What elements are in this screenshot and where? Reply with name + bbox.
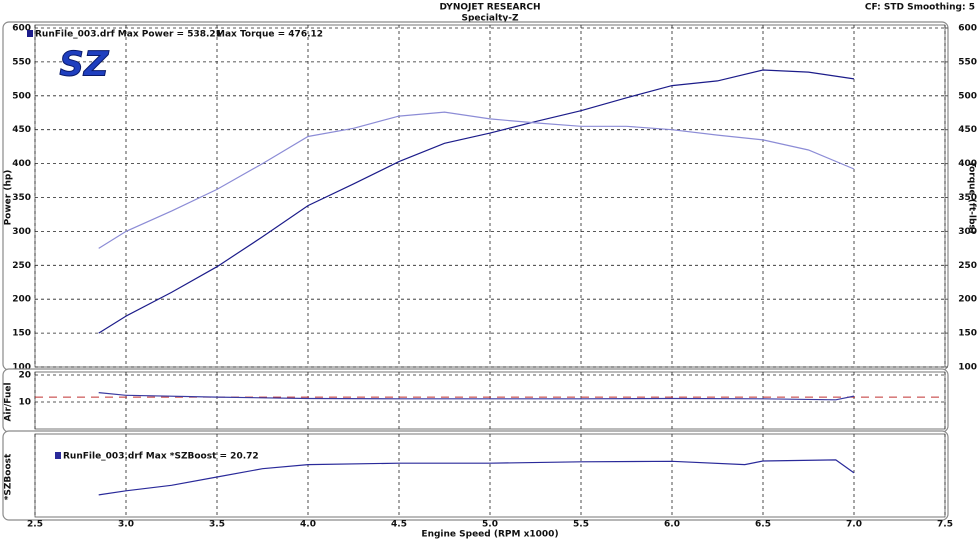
x-tick-label: 7.0: [846, 520, 862, 530]
data-line: [98, 69, 855, 334]
y2-tick-label: 300: [958, 227, 977, 237]
legend-icon: [27, 30, 33, 37]
chart-subtitle: Specialty-Z: [461, 14, 519, 24]
y2-tick-label: 500: [958, 91, 977, 101]
legend-entry: RunFile_003.drf Max Power = 538.21: [35, 30, 222, 40]
y-tick-label: 200: [12, 295, 31, 305]
legend-entry: Max Torque = 476.12: [216, 30, 323, 40]
x-tick-label: 3.0: [118, 520, 134, 530]
y-tick-label: 550: [12, 57, 31, 67]
y-tick-label: 500: [12, 91, 31, 101]
data-line: [98, 392, 855, 401]
x-tick-label: 4.0: [300, 520, 316, 530]
y2-tick-label: 100: [958, 363, 977, 373]
x-tick-label: 4.5: [391, 520, 407, 530]
y-tick-label: 450: [12, 125, 31, 135]
data-line: [98, 459, 855, 496]
y2-tick-label: 350: [958, 193, 977, 203]
x-tick-label: 2.5: [27, 520, 43, 530]
y-tick-label: 150: [12, 329, 31, 339]
data-line: [98, 111, 855, 249]
logo: SZ: [59, 45, 109, 85]
y-tick-label: 400: [12, 159, 31, 169]
y-tick-label: 20: [18, 371, 31, 381]
y-tick-label: 250: [12, 261, 31, 271]
y2-tick-label: 600: [958, 24, 977, 34]
plot-area: [34, 371, 946, 430]
y2-tick-label: 150: [958, 329, 977, 339]
x-tick-label: 3.5: [209, 520, 225, 530]
chart-title: DYNOJET RESEARCH: [439, 3, 540, 13]
x-tick-label: 5.5: [573, 520, 589, 530]
y-axis-label: Air/Fuel: [4, 382, 14, 421]
y2-tick-label: 200: [958, 295, 977, 305]
y2-tick-label: 400: [958, 159, 977, 169]
y2-axis-label: Torque (ft-lbs): [967, 161, 977, 234]
y2-tick-label: 250: [958, 261, 977, 271]
y-tick-label: 10: [18, 398, 31, 408]
y-tick-label: 100: [12, 363, 31, 373]
x-tick-label: 7.5: [937, 520, 953, 530]
x-tick-label: 6.0: [664, 520, 680, 530]
y-tick-label: 350: [12, 193, 31, 203]
y-tick-label: 600: [12, 24, 31, 34]
settings-note: CF: STD Smoothing: 5: [865, 3, 975, 13]
y2-tick-label: 550: [958, 57, 977, 67]
x-tick-label: 5.0: [482, 520, 498, 530]
y2-tick-label: 450: [958, 125, 977, 135]
x-axis-label: Engine Speed (RPM x1000): [421, 530, 558, 539]
y-axis-label: *SZBoost: [4, 453, 14, 500]
y-axis-label: Power (hp): [4, 170, 14, 226]
y-tick-label: 300: [12, 227, 31, 237]
legend-icon: [55, 452, 61, 459]
x-tick-label: 6.5: [755, 520, 771, 530]
legend-entry: RunFile_003.drf Max *SZBoost = 20.72: [63, 452, 259, 462]
